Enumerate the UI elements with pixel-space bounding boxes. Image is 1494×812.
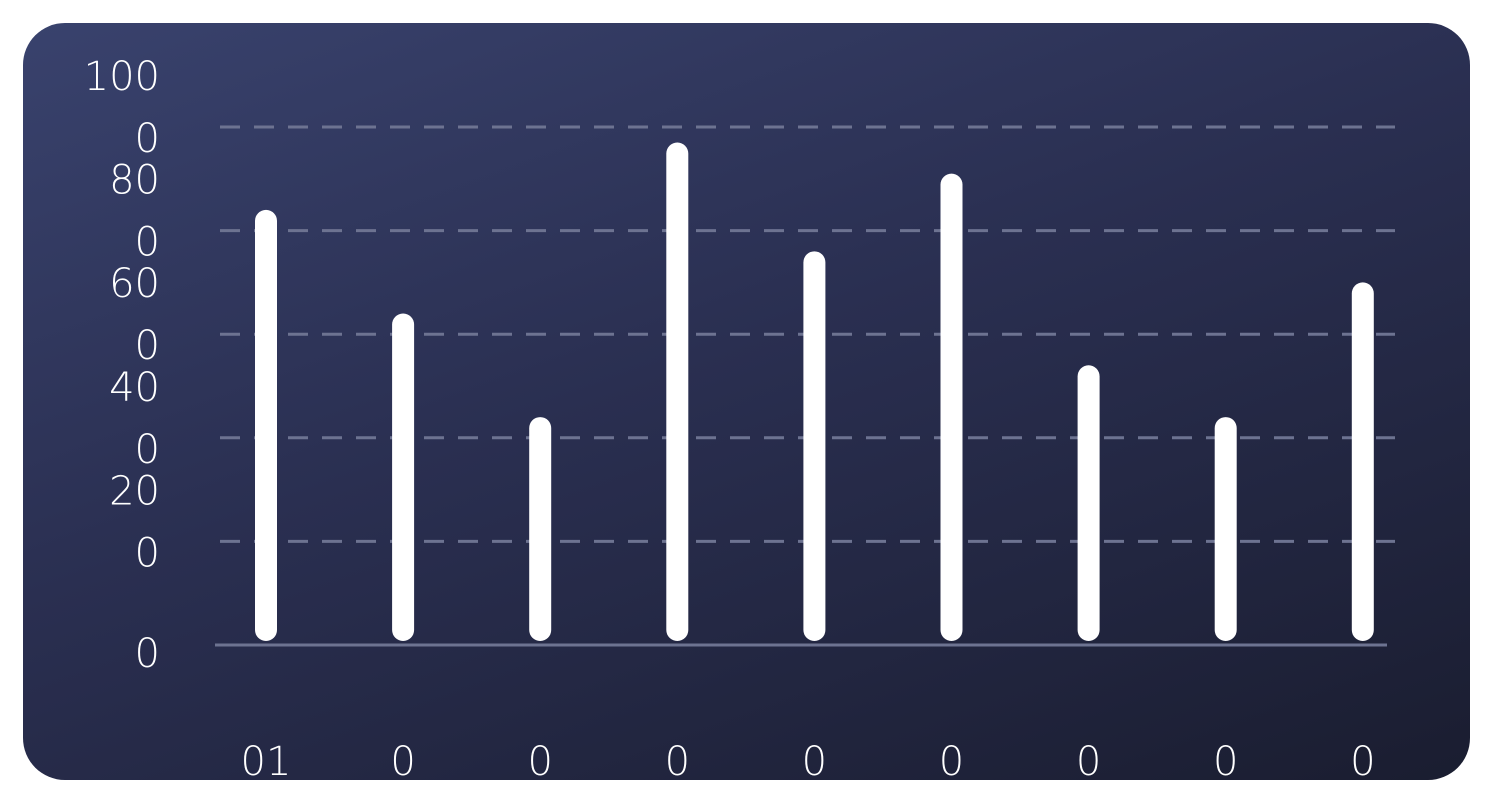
y-tick-label: 0 — [135, 427, 160, 473]
x-tick-label: 0 — [665, 739, 690, 780]
x-tick-label: 0 — [1076, 739, 1101, 780]
bars — [255, 142, 1374, 641]
y-tick-label: 80 — [109, 158, 160, 204]
y-tick-label: 0 — [135, 631, 160, 677]
x-tick-label: 0 — [527, 739, 552, 780]
y-tick-label: 0 — [135, 220, 160, 266]
chart-card: 100 0 80 0 60 0 40 0 20 0 0 01 0 0 0 0 0 0 0 0 — [23, 23, 1470, 780]
y-tick-label: 0 — [135, 530, 160, 576]
y-tick-label: 100 — [84, 54, 160, 100]
x-tick-label: 0 — [1350, 739, 1375, 780]
y-tick-label: 40 — [109, 365, 160, 411]
x-tick-label: 0 — [939, 739, 964, 780]
y-tick-label: 20 — [109, 468, 160, 514]
x-tick-label: 0 — [390, 739, 415, 780]
y-tick-label: 60 — [109, 261, 160, 307]
x-axis-ticks: 01 0 0 0 0 0 0 0 0 — [241, 739, 1376, 780]
y-tick-label: 0 — [135, 116, 160, 162]
x-tick-label: 0 — [802, 739, 827, 780]
y-tick-label: 0 — [135, 323, 160, 369]
x-tick-label: 01 — [241, 739, 292, 780]
x-tick-label: 0 — [1213, 739, 1238, 780]
